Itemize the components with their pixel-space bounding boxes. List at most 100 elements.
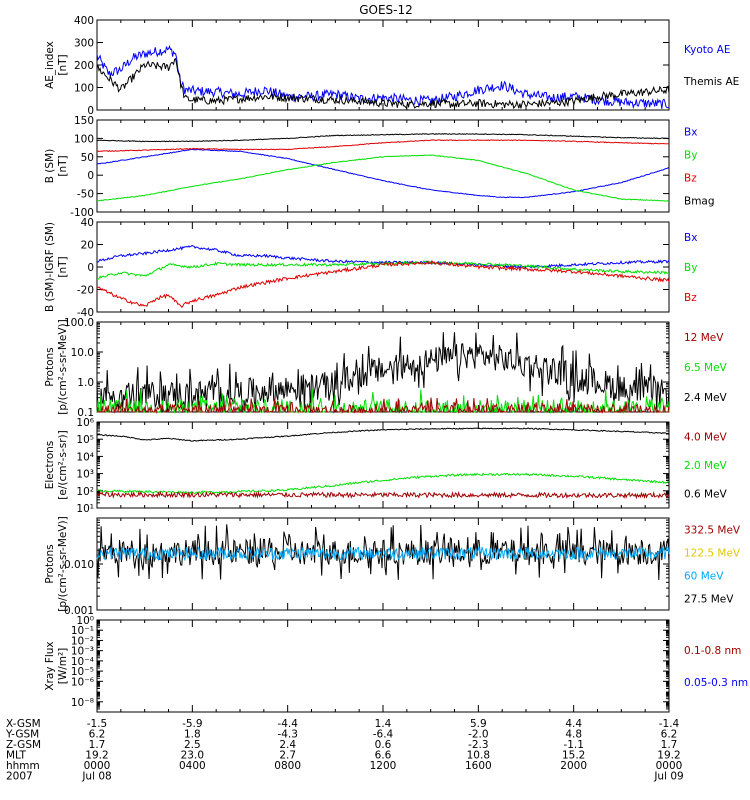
y-axis-label: [nT]	[57, 54, 69, 75]
ephemeris-value: 1.4	[375, 718, 392, 730]
ephemeris-value: -6.4	[373, 729, 394, 741]
ephemeris-value: 6.2	[661, 729, 678, 741]
ephemeris-value: 1200	[370, 760, 397, 772]
y-tick-label: 10⁻¹	[71, 625, 94, 637]
y-tick-label: 10⁰	[76, 615, 94, 627]
y-axis-label: [e/(cm²-s-sr)]	[57, 430, 69, 499]
ephemeris-value: 0000	[656, 760, 683, 772]
series-line-bz	[96, 139, 670, 153]
series-line-themis-ae	[96, 57, 670, 110]
y-axis-label: Protons	[44, 544, 56, 583]
legend-entry: By	[684, 150, 697, 162]
series-line-by	[96, 154, 670, 202]
y-tick-label: 10⁻⁵	[71, 666, 94, 678]
y-tick-label: 10²	[76, 486, 94, 498]
ephemeris-row-label: MLT	[6, 750, 26, 762]
ephemeris-value: 2.4	[279, 739, 296, 751]
legend-entry: 2.0 MeV	[684, 460, 728, 472]
y-tick-label: 40	[81, 217, 94, 229]
series-line-2-0-mev	[96, 472, 669, 495]
y-axis-label: AE_index	[44, 41, 56, 89]
series-line-by	[96, 260, 670, 280]
legend-entry: 122.5 MeV	[684, 548, 741, 560]
y-tick-label: 10⁻³	[71, 646, 94, 658]
ephemeris-value: 19.2	[657, 750, 680, 762]
legend-entry: 0.05-0.3 nm	[684, 677, 748, 689]
y-tick-label: -20	[77, 285, 94, 297]
y-tick-label: 20	[81, 240, 94, 252]
ephemeris-value: -2.3	[468, 739, 489, 751]
y-tick-label: 10⁴	[76, 451, 94, 463]
y-tick-label: 200	[74, 60, 94, 72]
panel-frame	[96, 619, 670, 713]
ephemeris-value: 0.6	[375, 739, 392, 751]
ephemeris-value: -4.4	[277, 718, 298, 730]
ephemeris-row-label: Y-GSM	[5, 729, 39, 741]
y-tick-label: 0	[87, 262, 94, 274]
y-tick-label: 0.001	[64, 605, 94, 617]
ephemeris-value: 1600	[465, 760, 492, 772]
y-axis-label: [nT]	[57, 256, 69, 277]
legend-entry: Themis AE	[683, 76, 739, 88]
y-axis-label: [W/m²]	[57, 648, 69, 685]
panel-frame	[96, 321, 670, 413]
legend-entry: 0.6 MeV	[684, 489, 728, 501]
legend-entry: Kyoto AE	[684, 44, 730, 56]
legend-entry: 0.1-0.8 nm	[684, 645, 741, 657]
ephemeris-value: 23.0	[181, 750, 204, 762]
legend-entry: 2.4 MeV	[684, 392, 728, 404]
ephemeris-value: 0000	[84, 760, 111, 772]
y-tick-label: 50	[81, 152, 94, 164]
series-line-0-6-mev	[96, 427, 669, 442]
y-tick-label: 10⁻⁶	[71, 676, 94, 688]
y-tick-label: 10⁵	[76, 434, 94, 446]
y-tick-label: 150	[74, 115, 94, 127]
panel-frame	[96, 119, 670, 213]
ephemeris-value: 1.7	[89, 739, 106, 751]
series-line-4-0-mev	[96, 490, 670, 500]
y-axis-label: [p/(cm²-s-sr-MeV)]	[57, 319, 69, 414]
y-axis-label: Protons	[44, 347, 56, 386]
ephemeris-value: -2.0	[468, 729, 489, 741]
y-axis-label: B (SM)-IGRF (SM)	[44, 222, 56, 312]
y-axis-label: Electrons	[44, 441, 56, 490]
series-line-12-mev	[96, 397, 670, 414]
y-tick-label: 100	[74, 133, 94, 145]
y-axis-label: [p/(cm²-s-sr-MeV)]	[57, 516, 69, 611]
panel-frame	[96, 517, 670, 611]
panel-frame	[96, 221, 670, 313]
series-line-bx	[96, 148, 670, 199]
ephemeris-value: Jul 08	[81, 771, 111, 783]
legend-entry: Bx	[684, 127, 697, 139]
y-tick-label: -40	[77, 307, 94, 319]
ephemeris-value: 1.7	[661, 739, 678, 751]
y-tick-label: 10⁻⁸	[71, 697, 94, 709]
series-line-kyoto-ae	[96, 44, 670, 110]
ephemeris-value: 2.7	[279, 750, 296, 762]
series-line-60-mev	[96, 545, 670, 562]
y-axis-label: [nT]	[57, 155, 69, 176]
ephemeris-value: 1.8	[184, 729, 201, 741]
ephemeris-value: 6.6	[375, 750, 392, 762]
y-tick-label: 300	[74, 38, 94, 50]
y-tick-label: 10⁻²	[71, 635, 94, 647]
panel-4: 0.1 1.0 10.0 100.0 Protons [p/(cm²-s-sr-MeV)]…	[44, 317, 728, 419]
y-tick-label: 10⁻⁴	[71, 656, 94, 668]
series-line-2-4-mev	[96, 332, 670, 413]
series-line-bmag	[96, 133, 670, 143]
y-axis-label: B (SM)	[44, 149, 56, 183]
legend-entry: 6.5 MeV	[684, 362, 728, 374]
y-tick-label: 0.010	[64, 559, 94, 571]
ephemeris-value: 6.2	[89, 729, 106, 741]
legend-entry: 60 MeV	[684, 571, 724, 583]
legend-entry: 4.0 MeV	[684, 431, 728, 443]
ephemeris-value: -1.4	[659, 718, 680, 730]
legend-entry: 332.5 MeV	[684, 525, 741, 537]
ephemeris-row-label: X-GSM	[6, 718, 41, 730]
ephemeris-row-label: 2007	[6, 771, 33, 783]
ephemeris-value: 0800	[274, 760, 301, 772]
y-tick-label: 10⁶	[76, 417, 94, 429]
ephemeris-value: 4.4	[565, 718, 582, 730]
y-tick-label: 1.0	[77, 377, 94, 389]
